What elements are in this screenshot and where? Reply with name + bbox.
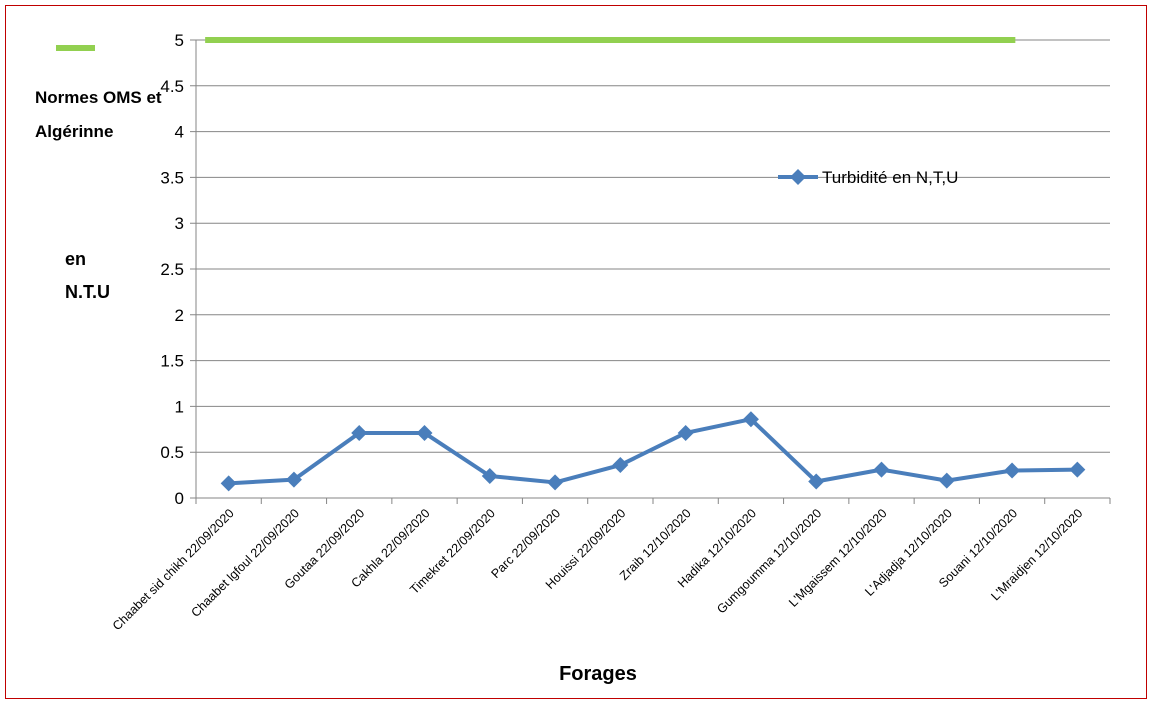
y-tick-label: 3 [175, 214, 184, 233]
data-point-marker [808, 473, 825, 490]
y-tick-label: 0 [175, 489, 184, 508]
data-point-marker [1004, 462, 1021, 479]
x-tick-label: Zraib 12/10/2020 [617, 506, 694, 583]
gridlines [190, 39, 1110, 499]
legend-series-label: Turbidité en N,T,U [822, 168, 958, 187]
data-point-marker [416, 424, 433, 441]
y-tick-label: 3.5 [160, 168, 184, 187]
y-tick-label: 0.5 [160, 443, 184, 462]
x-axis-label: Forages [559, 663, 637, 685]
reference-legend-label-line1: Normes OMS et [35, 88, 162, 107]
reference-legend-label-line2: Algérinne [35, 122, 113, 141]
chart-frame [5, 5, 1147, 699]
x-tick-label: Gumgoumma 12/10/2020 [714, 506, 824, 616]
series-group [220, 411, 1086, 492]
y-axis-ticks: 0 0.5 1 1.5 2 2.5 3 3.5 4 4.5 5 [160, 31, 184, 508]
y-tick-label: 4.5 [160, 77, 184, 96]
y-tick-label: 1.5 [160, 352, 184, 371]
data-point-marker [742, 411, 759, 428]
data-point-marker [873, 461, 890, 478]
series-legend: Turbidité en N,T,U [778, 168, 958, 187]
y-tick-label: 4 [175, 123, 184, 142]
y-tick-label: 2 [175, 306, 184, 325]
y-axis-label-line2: N.T.U [65, 282, 110, 302]
data-point-marker [481, 468, 498, 485]
series-line [228, 417, 1078, 486]
x-tick-label: Parc 22/09/2020 [488, 506, 563, 581]
data-point-marker [612, 457, 629, 474]
data-point-marker [677, 424, 694, 441]
y-tick-label: 5 [175, 31, 184, 50]
legend-series-marker [790, 169, 806, 185]
data-point-marker [285, 471, 302, 488]
x-tick-label: Chaabet lgfoul 22/09/2020 [188, 506, 302, 620]
y-tick-label: 2.5 [160, 260, 184, 279]
data-point-marker [547, 474, 564, 491]
y-axis-label-line1: en [65, 249, 86, 269]
y-tick-label: 1 [175, 397, 184, 416]
data-point-marker [938, 472, 955, 489]
data-point-marker [351, 424, 368, 441]
data-point-marker [1069, 461, 1086, 478]
data-point-marker [220, 475, 237, 492]
x-tick-label: Chaabet sid chikh 22/09/2020 [110, 506, 237, 633]
